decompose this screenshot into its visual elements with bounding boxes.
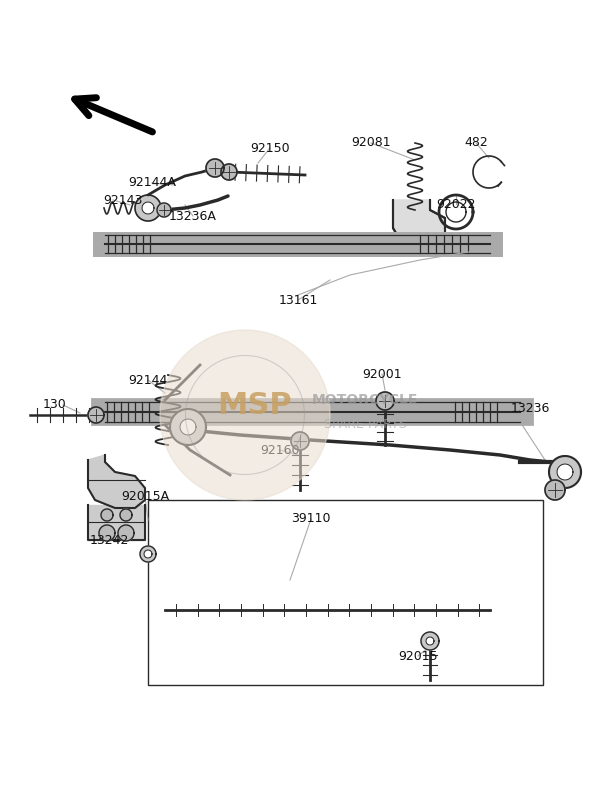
Polygon shape xyxy=(426,637,434,645)
Polygon shape xyxy=(160,330,330,500)
Polygon shape xyxy=(376,392,394,410)
Polygon shape xyxy=(88,407,104,423)
Text: 482: 482 xyxy=(464,137,488,149)
Polygon shape xyxy=(88,505,145,540)
Polygon shape xyxy=(99,525,115,541)
Polygon shape xyxy=(118,525,134,541)
Text: 92144: 92144 xyxy=(128,374,167,386)
Text: 92150: 92150 xyxy=(250,141,290,155)
Polygon shape xyxy=(144,550,152,558)
Text: 13236A: 13236A xyxy=(169,210,217,222)
Text: 13236: 13236 xyxy=(511,401,550,414)
Polygon shape xyxy=(142,202,154,214)
Polygon shape xyxy=(393,200,445,248)
Text: 92144A: 92144A xyxy=(128,177,176,189)
Polygon shape xyxy=(421,632,439,650)
Polygon shape xyxy=(557,464,573,480)
Polygon shape xyxy=(88,455,145,508)
Text: 13242: 13242 xyxy=(89,534,128,546)
Polygon shape xyxy=(206,159,224,177)
Text: 92022: 92022 xyxy=(436,198,476,210)
Polygon shape xyxy=(135,195,161,221)
Text: 92081: 92081 xyxy=(351,137,391,149)
Text: 92160: 92160 xyxy=(260,444,300,457)
Polygon shape xyxy=(157,203,171,217)
Text: 13161: 13161 xyxy=(278,294,317,306)
Text: 92015A: 92015A xyxy=(121,491,169,503)
Text: 92143: 92143 xyxy=(103,193,142,206)
Text: SPARE PARTS: SPARE PARTS xyxy=(323,418,406,432)
Text: 92015: 92015 xyxy=(398,649,438,663)
Polygon shape xyxy=(549,456,581,488)
Text: MSP: MSP xyxy=(218,390,292,419)
Polygon shape xyxy=(101,509,113,521)
Polygon shape xyxy=(180,419,196,435)
Polygon shape xyxy=(221,164,237,180)
Polygon shape xyxy=(170,409,206,445)
Polygon shape xyxy=(291,432,309,450)
Text: MOTORCYCLE: MOTORCYCLE xyxy=(312,393,418,407)
Polygon shape xyxy=(545,480,565,500)
Polygon shape xyxy=(140,546,156,562)
Text: 39110: 39110 xyxy=(291,513,331,525)
Polygon shape xyxy=(120,509,132,521)
Text: 130: 130 xyxy=(43,399,67,411)
Text: 92001: 92001 xyxy=(362,367,402,381)
